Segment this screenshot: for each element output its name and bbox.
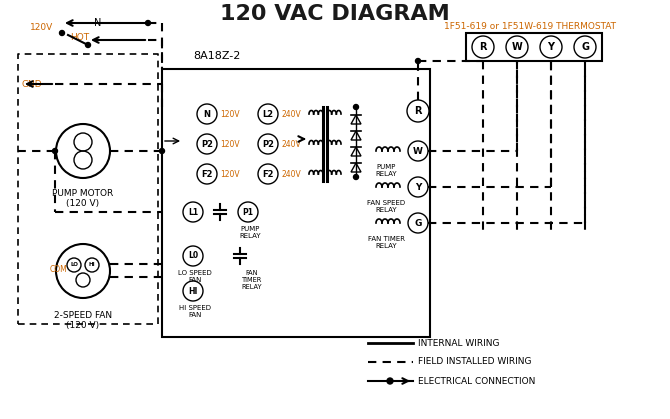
Text: HI: HI bbox=[188, 287, 198, 295]
Text: FIELD INSTALLED WIRING: FIELD INSTALLED WIRING bbox=[418, 357, 531, 367]
Text: P2: P2 bbox=[262, 140, 274, 148]
Text: LO SPEED
FAN: LO SPEED FAN bbox=[178, 270, 212, 283]
Text: R: R bbox=[414, 106, 421, 116]
Text: HOT: HOT bbox=[70, 33, 90, 41]
Text: G: G bbox=[581, 42, 589, 52]
Circle shape bbox=[354, 174, 358, 179]
Text: P1: P1 bbox=[243, 207, 253, 217]
Text: LO: LO bbox=[70, 262, 78, 267]
Circle shape bbox=[145, 21, 151, 26]
Text: L2: L2 bbox=[263, 109, 273, 119]
Text: GND: GND bbox=[22, 80, 43, 88]
Text: 120 VAC DIAGRAM: 120 VAC DIAGRAM bbox=[220, 4, 450, 24]
Circle shape bbox=[52, 148, 58, 153]
Text: G: G bbox=[414, 218, 421, 228]
Text: COM: COM bbox=[50, 266, 67, 274]
Circle shape bbox=[60, 31, 64, 36]
Text: FAN TIMER
RELAY: FAN TIMER RELAY bbox=[368, 236, 405, 249]
Text: Y: Y bbox=[415, 183, 421, 191]
Text: W: W bbox=[512, 42, 523, 52]
Text: L1: L1 bbox=[188, 207, 198, 217]
Text: F2: F2 bbox=[201, 170, 213, 178]
Text: R: R bbox=[479, 42, 486, 52]
Circle shape bbox=[387, 378, 393, 384]
Text: PUMP
RELAY: PUMP RELAY bbox=[375, 164, 397, 177]
Text: ELECTRICAL CONNECTION: ELECTRICAL CONNECTION bbox=[418, 377, 535, 385]
Circle shape bbox=[159, 148, 165, 153]
Text: FAN SPEED
RELAY: FAN SPEED RELAY bbox=[367, 200, 405, 213]
Text: 120V: 120V bbox=[30, 23, 53, 31]
Text: Y: Y bbox=[547, 42, 555, 52]
Circle shape bbox=[86, 42, 90, 47]
Text: 2-SPEED FAN
(120 V): 2-SPEED FAN (120 V) bbox=[54, 311, 112, 331]
Text: INTERNAL WIRING: INTERNAL WIRING bbox=[418, 339, 500, 347]
Bar bbox=[466, 33, 602, 61]
Text: HI SPEED
FAN: HI SPEED FAN bbox=[179, 305, 211, 318]
Text: HI: HI bbox=[88, 262, 95, 267]
Text: 240V: 240V bbox=[281, 140, 301, 148]
Text: 8A18Z-2: 8A18Z-2 bbox=[194, 51, 241, 61]
Text: 120V: 120V bbox=[220, 109, 240, 119]
Text: P2: P2 bbox=[201, 140, 213, 148]
Text: 240V: 240V bbox=[281, 170, 301, 178]
Text: W: W bbox=[413, 147, 423, 155]
Text: 240V: 240V bbox=[281, 109, 301, 119]
Text: PUMP
RELAY: PUMP RELAY bbox=[239, 226, 261, 239]
Text: 1F51-619 or 1F51W-619 THERMOSTAT: 1F51-619 or 1F51W-619 THERMOSTAT bbox=[444, 21, 616, 31]
Text: 120V: 120V bbox=[220, 170, 240, 178]
Text: PUMP MOTOR
(120 V): PUMP MOTOR (120 V) bbox=[52, 189, 114, 208]
Text: 120V: 120V bbox=[220, 140, 240, 148]
Circle shape bbox=[415, 59, 421, 64]
Circle shape bbox=[354, 104, 358, 109]
Bar bbox=[162, 69, 430, 337]
Text: L0: L0 bbox=[188, 251, 198, 261]
Text: FAN
TIMER
RELAY: FAN TIMER RELAY bbox=[242, 270, 263, 290]
Text: N: N bbox=[94, 18, 102, 28]
Text: F2: F2 bbox=[262, 170, 274, 178]
Text: N: N bbox=[204, 109, 210, 119]
